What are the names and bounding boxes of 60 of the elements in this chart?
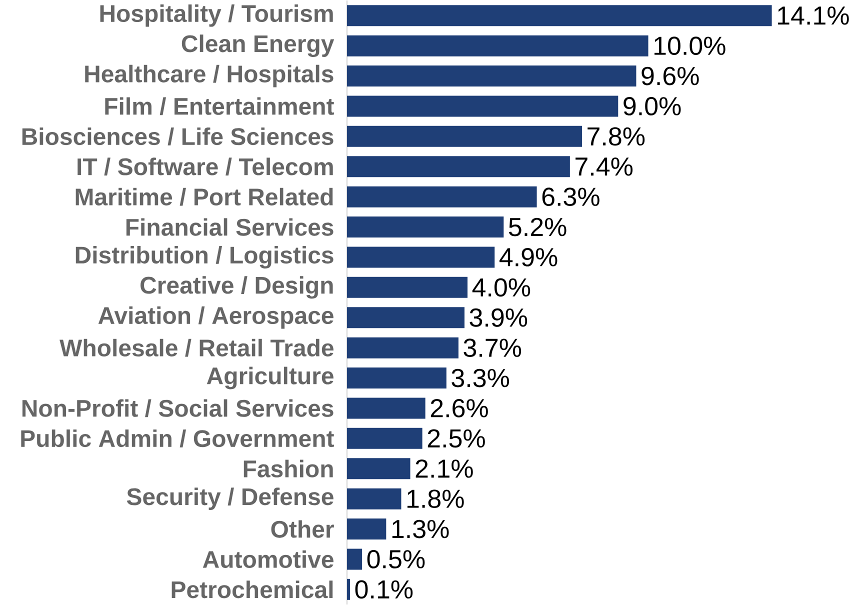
y-tick-label: Clean Energy	[182, 34, 334, 58]
data-label: 2.1%	[416, 460, 473, 478]
y-tick-label: Public Admin / Government	[21, 430, 334, 448]
y-tick-label: Creative / Design	[140, 276, 333, 299]
y-tick-label: Security / Defense	[126, 488, 334, 510]
data-label: 14.1%	[778, 6, 849, 25]
y-tick-label: Distribution / Logistics	[76, 246, 334, 269]
y-tick-label: Wholesale / Retail Trade	[60, 339, 334, 357]
data-label: 7.8%	[588, 127, 645, 146]
bar	[347, 428, 422, 450]
bar	[347, 126, 582, 148]
bar	[347, 579, 350, 600]
bar	[347, 156, 570, 178]
y-tick-label: Biosciences / Life Sciences	[22, 128, 334, 146]
bar	[347, 36, 648, 57]
data-label: 9.6%	[642, 67, 699, 86]
bar	[347, 518, 386, 540]
y-tick-label: Petrochemical	[172, 580, 333, 598]
data-label: 0.5%	[367, 550, 425, 569]
y-tick-label: Aviation / Aerospace	[98, 306, 334, 330]
y-tick-label: Film / Entertainment	[105, 98, 334, 116]
bar	[347, 307, 464, 328]
data-label: 9.0%	[624, 97, 681, 116]
y-tick-label: Maritime / Port Related	[76, 188, 333, 206]
data-label: 10.0%	[654, 36, 726, 56]
bar	[347, 5, 772, 26]
bar	[347, 186, 537, 208]
y-tick-label: Fashion	[244, 460, 333, 478]
y-tick-label: Automotive	[202, 550, 334, 568]
data-label: 1.3%	[392, 520, 449, 538]
data-label: 6.3%	[542, 188, 600, 206]
data-label: 4.9%	[499, 248, 558, 267]
bar	[347, 66, 636, 87]
data-label: 0.1%	[355, 580, 413, 599]
y-tick-label: Agriculture	[206, 367, 334, 390]
data-label: 2.6%	[430, 399, 488, 418]
y-tick-label: Financial Services	[126, 218, 334, 236]
bar	[347, 458, 410, 480]
data-label: 1.8%	[407, 490, 464, 508]
bar	[347, 488, 402, 510]
data-label: 3.9%	[470, 308, 528, 328]
bar	[347, 96, 618, 117]
y-tick-label: IT / Software / Telecom	[78, 158, 333, 176]
data-label: 5.2%	[508, 218, 566, 236]
y-tick-label: Other	[271, 520, 334, 538]
bar	[347, 277, 468, 298]
bar	[347, 246, 495, 268]
bar	[347, 216, 504, 238]
data-label: 3.7%	[464, 338, 522, 358]
data-label: 2.5%	[428, 429, 485, 448]
data-label: 3.3%	[452, 369, 510, 388]
y-tick-label: Non-Profit / Social Services	[22, 400, 334, 418]
y-tick-label: Hospitality / Tourism	[100, 4, 333, 28]
bar	[347, 398, 426, 419]
bar	[347, 368, 446, 389]
data-label: 7.4%	[576, 158, 633, 176]
bar	[347, 548, 362, 570]
data-label: 4.0%	[472, 278, 530, 297]
bar	[347, 338, 458, 359]
y-tick-label: Healthcare / Hospitals	[85, 65, 334, 88]
